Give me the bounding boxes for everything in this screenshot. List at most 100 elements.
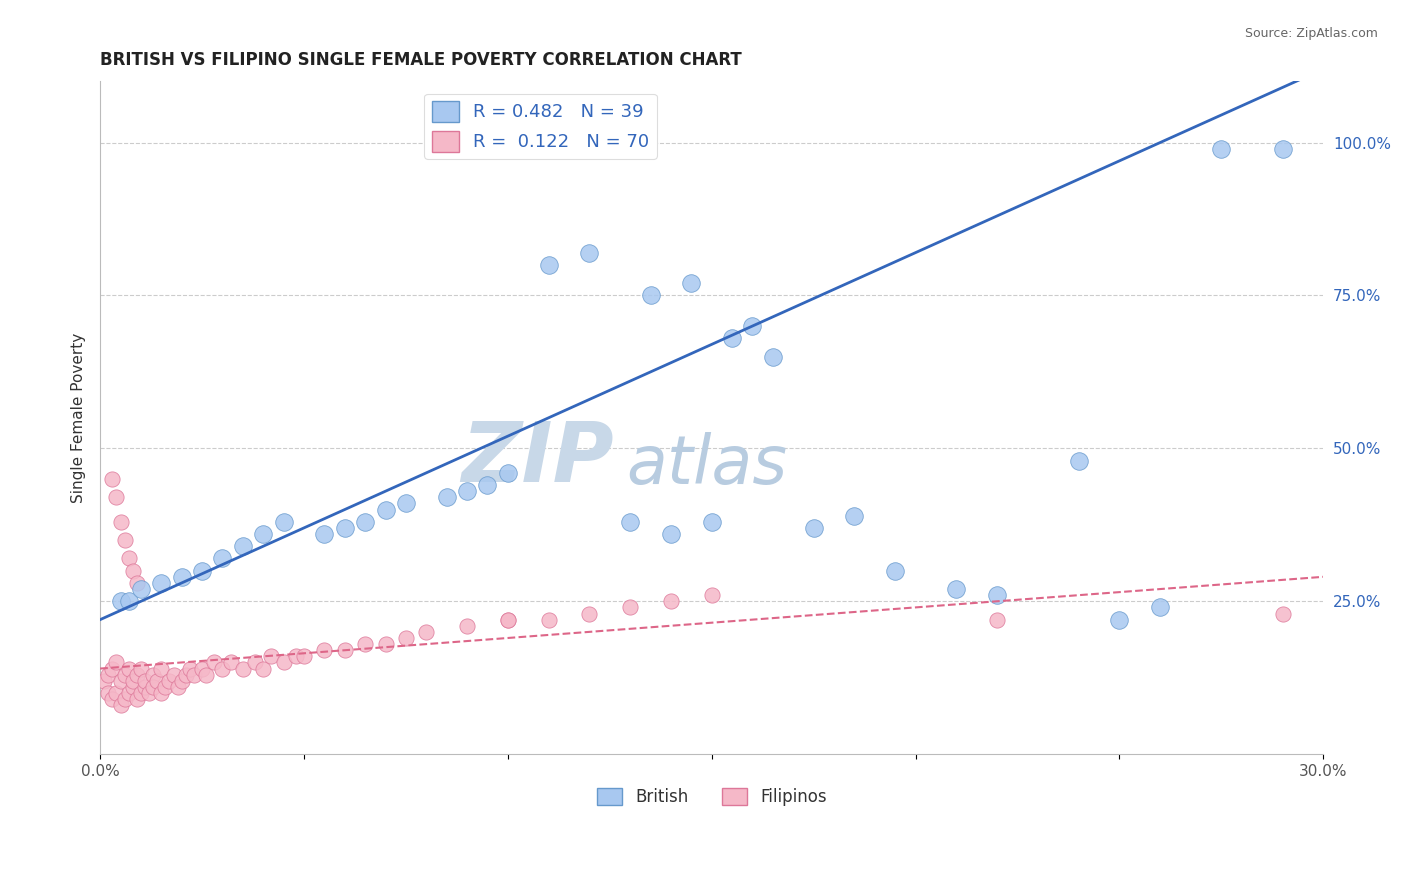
Y-axis label: Single Female Poverty: Single Female Poverty xyxy=(72,333,86,503)
Point xyxy=(142,680,165,694)
Point xyxy=(162,667,184,681)
Point xyxy=(659,527,682,541)
Point xyxy=(211,551,233,566)
Point xyxy=(114,667,136,681)
Point xyxy=(243,656,266,670)
Point xyxy=(179,662,201,676)
Point xyxy=(292,649,315,664)
Point xyxy=(374,637,396,651)
Point xyxy=(619,600,641,615)
Point xyxy=(252,662,274,676)
Text: atlas: atlas xyxy=(626,432,787,498)
Point xyxy=(1149,600,1171,615)
Point xyxy=(1271,607,1294,621)
Point xyxy=(110,515,132,529)
Point xyxy=(138,686,160,700)
Point xyxy=(105,656,128,670)
Point xyxy=(129,662,152,676)
Point xyxy=(129,686,152,700)
Point xyxy=(170,570,193,584)
Point xyxy=(150,662,173,676)
Point xyxy=(436,491,458,505)
Point xyxy=(741,318,763,333)
Point xyxy=(146,673,169,688)
Point xyxy=(578,607,600,621)
Point xyxy=(170,673,193,688)
Point xyxy=(105,686,128,700)
Point xyxy=(101,692,124,706)
Point xyxy=(97,686,120,700)
Point xyxy=(97,667,120,681)
Point xyxy=(114,692,136,706)
Point xyxy=(142,667,165,681)
Point xyxy=(273,656,295,670)
Point xyxy=(803,521,825,535)
Point xyxy=(496,613,519,627)
Point xyxy=(121,564,143,578)
Point xyxy=(1067,453,1090,467)
Point xyxy=(101,472,124,486)
Point xyxy=(174,667,197,681)
Point xyxy=(273,515,295,529)
Point xyxy=(284,649,307,664)
Point xyxy=(415,624,437,639)
Point xyxy=(537,258,560,272)
Point xyxy=(619,515,641,529)
Point xyxy=(333,643,356,657)
Point xyxy=(681,276,703,290)
Point xyxy=(1271,142,1294,156)
Point xyxy=(134,680,156,694)
Point xyxy=(1211,142,1233,156)
Point xyxy=(578,245,600,260)
Point xyxy=(333,521,356,535)
Point xyxy=(93,673,115,688)
Point xyxy=(125,576,148,591)
Point xyxy=(105,491,128,505)
Point xyxy=(252,527,274,541)
Point xyxy=(219,656,242,670)
Point xyxy=(395,631,418,645)
Point xyxy=(986,588,1008,602)
Point xyxy=(166,680,188,694)
Point xyxy=(195,667,218,681)
Point xyxy=(721,331,744,345)
Point xyxy=(191,662,214,676)
Point xyxy=(844,508,866,523)
Point xyxy=(110,698,132,713)
Point xyxy=(150,686,173,700)
Point xyxy=(374,502,396,516)
Point xyxy=(395,496,418,510)
Point xyxy=(496,466,519,480)
Point xyxy=(114,533,136,548)
Point xyxy=(232,539,254,553)
Point xyxy=(125,667,148,681)
Point xyxy=(155,680,177,694)
Point xyxy=(211,662,233,676)
Point xyxy=(118,594,141,608)
Point xyxy=(183,667,205,681)
Point xyxy=(314,527,336,541)
Point xyxy=(700,515,723,529)
Point xyxy=(118,686,141,700)
Point xyxy=(700,588,723,602)
Text: ZIP: ZIP xyxy=(461,417,614,499)
Legend: British, Filipinos: British, Filipinos xyxy=(591,781,834,814)
Point xyxy=(762,350,785,364)
Point xyxy=(260,649,283,664)
Point xyxy=(101,662,124,676)
Point xyxy=(456,619,478,633)
Point xyxy=(640,288,662,302)
Point xyxy=(477,478,499,492)
Point xyxy=(129,582,152,596)
Point xyxy=(110,673,132,688)
Point xyxy=(884,564,907,578)
Point xyxy=(659,594,682,608)
Point xyxy=(110,594,132,608)
Point xyxy=(314,643,336,657)
Point xyxy=(945,582,967,596)
Point xyxy=(496,613,519,627)
Point xyxy=(986,613,1008,627)
Text: BRITISH VS FILIPINO SINGLE FEMALE POVERTY CORRELATION CHART: BRITISH VS FILIPINO SINGLE FEMALE POVERT… xyxy=(100,51,742,69)
Point xyxy=(191,564,214,578)
Point xyxy=(159,673,181,688)
